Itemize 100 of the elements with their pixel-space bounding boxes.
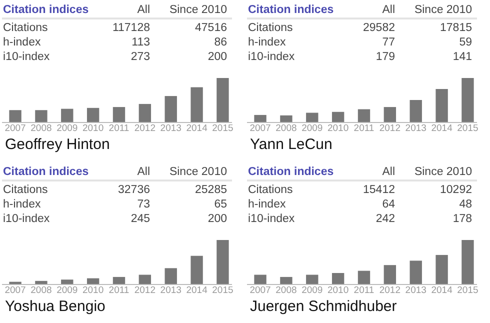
text: Citations — [248, 22, 293, 34]
text: 29582 — [363, 22, 395, 34]
bar — [138, 104, 152, 122]
bar — [436, 254, 448, 284]
bar — [190, 256, 203, 284]
x-tick-label: 2010 — [328, 285, 349, 296]
text: Citations — [248, 184, 293, 196]
bar — [86, 278, 100, 284]
text: h-index — [248, 36, 286, 48]
bar — [410, 100, 422, 122]
text: 200 — [208, 213, 227, 225]
text: All — [382, 166, 395, 178]
text: 65 — [214, 198, 227, 210]
text: Since 2010 — [414, 4, 472, 16]
text: 141 — [452, 51, 472, 63]
text: 117128 — [112, 22, 150, 34]
text: Citations — [3, 184, 48, 196]
chart-title: Citation indices — [3, 4, 89, 16]
text: 25285 — [195, 184, 227, 196]
x-tick-label: 2013 — [160, 123, 182, 134]
x-tick-label: 2008 — [276, 123, 297, 134]
bar — [254, 114, 266, 122]
x-axis-title: Juergen Schmidhuber — [250, 298, 397, 315]
text: All — [382, 4, 395, 16]
x-axis-title: Yann LeCun — [250, 136, 332, 153]
bar — [436, 89, 448, 122]
bar — [384, 265, 396, 284]
bar — [332, 112, 344, 122]
text: 48 — [459, 198, 472, 210]
text: i10-index — [3, 51, 50, 63]
bar — [190, 87, 203, 122]
x-tick-label: 2012 — [134, 123, 156, 134]
bar — [462, 240, 474, 284]
bar — [112, 107, 126, 122]
text: 32736 — [118, 184, 150, 196]
x-tick-label: 2007 — [4, 285, 26, 296]
text: 77 — [382, 36, 395, 48]
bar — [216, 78, 229, 122]
x-tick-label: 2010 — [82, 123, 104, 134]
x-tick-label: 2013 — [405, 123, 426, 134]
bar — [164, 268, 177, 284]
text: h-index — [3, 198, 41, 210]
text: 47516 — [195, 22, 227, 34]
text: 242 — [376, 213, 395, 225]
bar — [138, 274, 152, 284]
text: 200 — [208, 51, 227, 63]
x-tick-label: 2014 — [186, 285, 208, 296]
text: 113 — [132, 36, 150, 48]
bar — [35, 110, 48, 122]
x-tick-label: 2010 — [82, 285, 104, 296]
bar — [384, 107, 396, 122]
x-tick-label: 2014 — [186, 123, 208, 134]
x-axis-title: Yoshua Bengio — [5, 298, 106, 315]
x-tick-label: 2015 — [457, 123, 478, 134]
x-tick-label: 2014 — [431, 123, 452, 134]
bar — [61, 108, 74, 122]
x-tick-label: 2008 — [276, 285, 297, 296]
text: All — [137, 4, 150, 16]
x-tick-label: 2015 — [212, 123, 234, 134]
text: h-index — [3, 36, 41, 48]
x-tick-label: 2011 — [354, 285, 374, 296]
chart-title: Citation indices — [248, 166, 334, 178]
x-tick-label: 2009 — [302, 123, 323, 134]
bar — [306, 112, 318, 122]
bar — [35, 280, 48, 284]
x-tick-label: 2015 — [457, 285, 478, 296]
x-tick-label: 2012 — [379, 285, 400, 296]
bar — [254, 274, 266, 284]
bar — [358, 109, 370, 122]
bar — [164, 96, 177, 122]
x-tick-label: 2011 — [354, 123, 374, 134]
text: Citations — [3, 22, 48, 34]
x-tick-label: 2011 — [108, 285, 130, 296]
chart-title: Citation indices — [3, 166, 89, 178]
text: All — [137, 166, 150, 178]
x-tick-label: 2007 — [250, 123, 271, 134]
x-tick-label: 2011 — [108, 123, 130, 134]
bar — [462, 78, 474, 122]
text: 245 — [130, 213, 150, 225]
x-tick-label: 2007 — [4, 123, 26, 134]
text: 73 — [137, 198, 150, 210]
bar — [86, 108, 100, 122]
bar — [358, 270, 370, 284]
x-tick-label: 2008 — [30, 123, 52, 134]
bar — [332, 273, 344, 284]
text: Since 2010 — [414, 166, 472, 178]
bar — [112, 276, 126, 284]
text: 64 — [382, 198, 396, 210]
text: 10292 — [440, 184, 472, 196]
text: 179 — [376, 51, 395, 63]
x-tick-label: 2010 — [328, 123, 349, 134]
text: Since 2010 — [169, 166, 227, 178]
bar — [61, 280, 74, 284]
text: 17815 — [440, 22, 472, 34]
bar — [9, 110, 22, 122]
bar — [280, 276, 292, 284]
x-tick-label: 2009 — [302, 285, 323, 296]
text: h-index — [248, 198, 286, 210]
x-tick-label: 2009 — [56, 285, 78, 296]
text: 178 — [452, 213, 472, 225]
